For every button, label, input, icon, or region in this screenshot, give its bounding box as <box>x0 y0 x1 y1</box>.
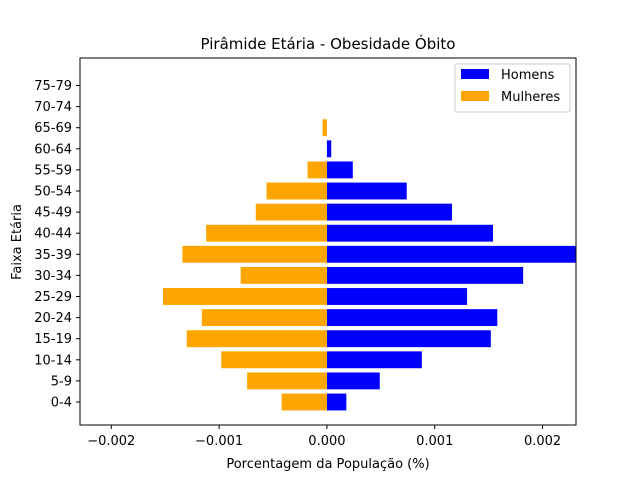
bar-homens-15-19 <box>326 330 491 348</box>
bar-homens-25-29 <box>326 288 468 305</box>
x-tick-label: −0.001 <box>195 434 243 449</box>
bar-mulheres-35-39 <box>182 245 327 263</box>
bar-homens-20-24 <box>326 309 498 327</box>
bar-homens-50-54 <box>326 182 407 200</box>
y-tick-label: 20-24 <box>34 311 72 326</box>
x-tick-label: −0.002 <box>87 434 135 449</box>
y-tick-label: 15-19 <box>34 332 72 347</box>
x-axis-title: Porcentagem da População (%) <box>226 457 429 472</box>
legend-label-homens: Homens <box>501 68 555 83</box>
bar-homens-55-59 <box>326 161 353 179</box>
y-axis-title: Faixa Etária <box>10 204 25 280</box>
legend: Homens Mulheres <box>454 63 571 113</box>
bar-homens-30-34 <box>326 266 524 284</box>
bar-mulheres-10-14 <box>221 351 327 369</box>
y-tick-label: 55-59 <box>34 163 72 178</box>
bar-mulheres-30-34 <box>240 266 327 284</box>
y-tick-label: 35-39 <box>34 248 72 263</box>
y-tick-label: 45-49 <box>34 206 72 221</box>
y-tick-label: 50-54 <box>34 185 72 200</box>
bar-homens-35-39 <box>326 245 576 263</box>
bar-homens-0-4 <box>326 393 347 411</box>
y-tick-label: 0-4 <box>51 396 72 411</box>
y-axis: 0-4 5-9 10-14 15-19 20-24 25-29 30-34 35-39 40-4… <box>34 79 80 411</box>
legend-label-mulheres: Mulheres <box>501 90 560 105</box>
bar-mulheres-40-44 <box>206 224 327 242</box>
y-tick-label: 10-14 <box>34 353 72 368</box>
x-tick-label: 0.001 <box>416 434 453 449</box>
y-tick-label: 65-69 <box>34 121 72 136</box>
plot-area <box>163 119 576 411</box>
y-tick-label: 70-74 <box>34 100 72 115</box>
bar-mulheres-55-59 <box>307 161 327 179</box>
bar-mulheres-15-19 <box>186 330 327 348</box>
bar-homens-60-64 <box>326 140 332 158</box>
bar-mulheres-5-9 <box>247 372 327 390</box>
y-tick-label: 40-44 <box>34 227 72 242</box>
legend-swatch-homens <box>461 69 489 79</box>
x-tick-label: 0.002 <box>524 434 561 449</box>
bar-mulheres-20-24 <box>201 309 327 327</box>
bar-mulheres-50-54 <box>266 182 327 200</box>
bar-mulheres-45-49 <box>255 203 327 221</box>
chart-title: Pirâmide Etária - Obesidade Óbito <box>201 34 456 53</box>
bar-mulheres-0-4 <box>281 393 327 411</box>
legend-swatch-mulheres <box>461 91 489 101</box>
y-tick-label: 25-29 <box>34 290 72 305</box>
x-axis: −0.002 −0.001 0.000 0.001 0.002 <box>87 425 561 449</box>
bar-homens-10-14 <box>326 351 422 369</box>
bar-mulheres-25-29 <box>163 288 327 305</box>
y-tick-label: 75-79 <box>34 79 72 94</box>
y-tick-label: 30-34 <box>34 269 72 284</box>
y-tick-label: 60-64 <box>34 142 72 157</box>
plot-frame <box>79 57 577 426</box>
bar-homens-40-44 <box>326 224 493 242</box>
bar-homens-5-9 <box>326 372 380 390</box>
x-tick-label: 0.000 <box>308 434 345 449</box>
y-tick-label: 5-9 <box>51 374 72 389</box>
bar-mulheres-65-69 <box>322 119 327 137</box>
bar-homens-45-49 <box>326 203 452 221</box>
